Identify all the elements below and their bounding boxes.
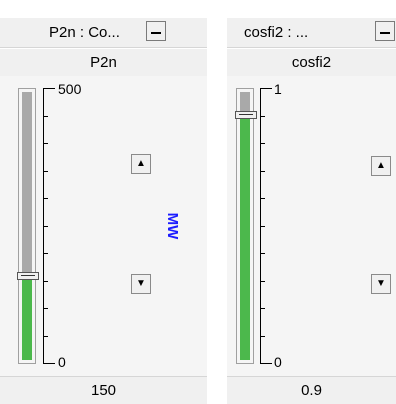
level-bar-remaining — [22, 92, 32, 272]
scale-min-label: 0 — [274, 354, 282, 370]
panel-titlebar[interactable]: cosfi2 : ... — [227, 18, 396, 48]
scale-max-label: 500 — [58, 81, 82, 97]
scale-tick — [260, 171, 265, 172]
scale-min-label: 0 — [58, 354, 66, 370]
panel-title: P2n : Co... — [49, 24, 120, 41]
scale-tick — [43, 226, 48, 227]
level-bar-fill — [22, 280, 32, 360]
gauge-area: 1 0 ▲ ▼ — [227, 76, 396, 376]
scale-tick — [43, 88, 55, 89]
scale-tick — [43, 363, 55, 364]
scale-tick — [43, 143, 48, 144]
unit-label: MW — [164, 212, 181, 240]
scale-tick — [260, 116, 265, 117]
variable-name: P2n — [0, 48, 207, 77]
arrow-down-icon: ▼ — [136, 278, 146, 289]
arrow-up-icon: ▲ — [136, 158, 146, 169]
gauge-panel-p2n: P2n : Co... P2n 500 0 ▲ ▼ MW 150 — [0, 18, 207, 404]
panel-title: cosfi2 : ... — [244, 24, 309, 41]
scale-tick — [260, 281, 265, 282]
minimize-icon[interactable] — [146, 21, 166, 41]
gauge-panel-cosfi2: cosfi2 : ... cosfi2 1 0 ▲ ▼ 0.9 — [227, 0, 396, 404]
scale-tick — [43, 171, 48, 172]
minimize-icon[interactable] — [375, 21, 395, 41]
current-value: 150 — [0, 376, 207, 404]
scale-tick — [260, 253, 265, 254]
scale-tick — [43, 281, 48, 282]
arrow-up-icon: ▲ — [376, 160, 386, 171]
scale-tick — [260, 226, 265, 227]
level-bar-fill — [240, 119, 250, 360]
scale-tick — [43, 116, 48, 117]
scale-tick — [43, 198, 48, 199]
scale-tick — [260, 88, 272, 89]
gauge-area: 500 0 ▲ ▼ MW — [0, 76, 207, 376]
current-value: 0.9 — [227, 376, 396, 404]
increase-button[interactable]: ▲ — [131, 154, 151, 174]
level-slider-thumb[interactable] — [235, 111, 257, 119]
scale-tick — [260, 198, 265, 199]
level-bar-remaining — [240, 92, 250, 111]
increase-button[interactable]: ▲ — [371, 156, 391, 176]
panel-titlebar[interactable]: P2n : Co... — [0, 18, 207, 48]
decrease-button[interactable]: ▼ — [131, 274, 151, 294]
scale-tick — [43, 308, 48, 309]
scale-tick — [260, 308, 265, 309]
level-bar — [17, 88, 39, 364]
scale-tick — [43, 253, 48, 254]
scale-tick — [260, 336, 265, 337]
scale-max-label: 1 — [274, 81, 282, 97]
variable-name: cosfi2 — [227, 48, 396, 77]
level-slider-thumb[interactable] — [17, 272, 39, 280]
decrease-button[interactable]: ▼ — [371, 274, 391, 294]
level-bar — [235, 88, 257, 364]
arrow-down-icon: ▼ — [376, 278, 386, 289]
scale-tick — [260, 143, 265, 144]
scale-tick — [260, 363, 272, 364]
scale-tick — [43, 336, 48, 337]
